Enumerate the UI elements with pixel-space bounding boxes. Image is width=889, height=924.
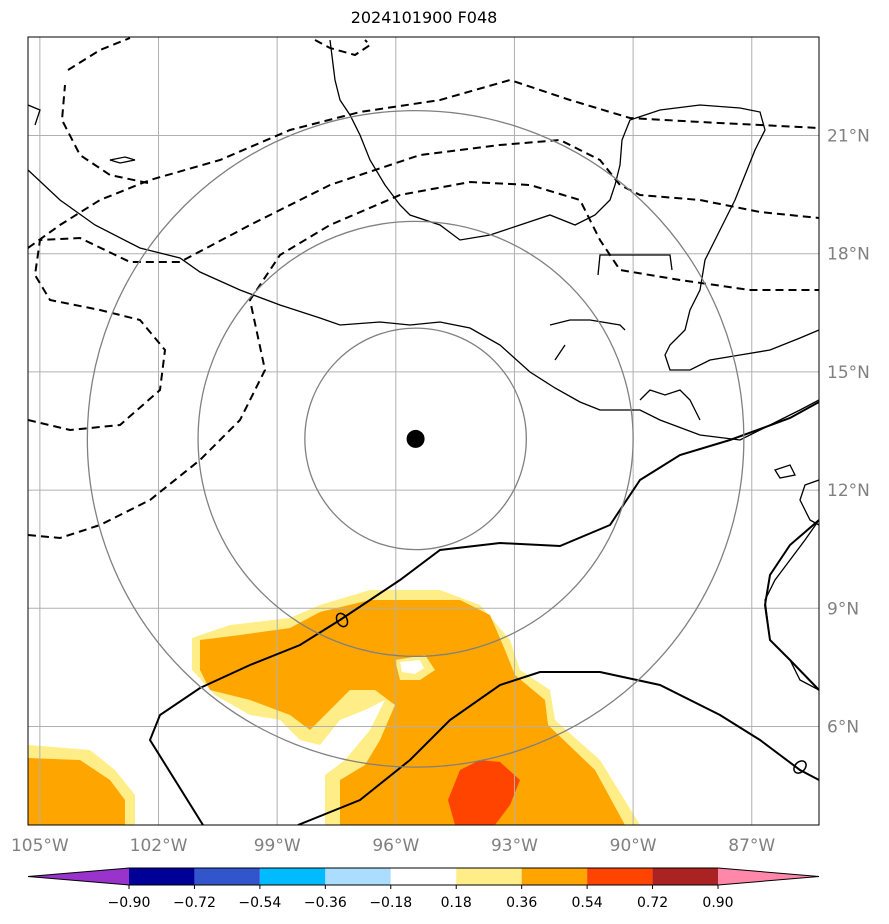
latitude-labels: 21°N 18°N 15°N 12°N 9°N 6°N (827, 127, 870, 738)
colorbar-bin (129, 868, 195, 885)
colorbar-extend-min (28, 868, 129, 885)
colorbar-extend-max (718, 868, 819, 885)
colorbar-bin (456, 868, 522, 885)
latitude-label: 15°N (827, 363, 870, 383)
range-rings (86, 109, 745, 768)
colorbar-bin (194, 868, 260, 885)
colorbar-tick-label: 0.54 (572, 895, 603, 911)
colorbar-bin (259, 868, 326, 885)
colorbar-bin (587, 868, 653, 885)
colorbar-tick-label: 0.18 (441, 895, 472, 911)
colorbar-tick-label: 0.36 (506, 895, 537, 911)
range-ring (86, 109, 745, 768)
longitude-label: 87°W (728, 836, 775, 856)
shaded-field-0.36 (28, 600, 625, 825)
negative-contours (28, 37, 819, 540)
colorbar-tick-label: 0.72 (637, 895, 668, 911)
longitude-labels: 105°W 102°W 99°W 96°W 93°W 90°W 87°W (11, 836, 775, 856)
contour-closure-2 (793, 760, 807, 774)
colorbar-bin (521, 868, 588, 885)
colorbar-tick-label: 0.90 (702, 895, 733, 911)
colorbar-tick-label: −0.72 (173, 895, 216, 911)
shaded-field-0.54 (448, 760, 520, 825)
longitude-label: 96°W (372, 836, 419, 856)
longitude-label: 102°W (130, 836, 188, 856)
range-ring (304, 327, 527, 551)
longitude-label: 105°W (11, 836, 69, 856)
storm-center-marker (406, 429, 425, 448)
map-frame (27, 36, 820, 826)
latitude-label: 9°N (827, 599, 859, 619)
shaded-hole-inner (400, 660, 424, 674)
colorbar: −0.90 −0.72 −0.54 −0.36 −0.18 0.18 0.36 0.54 0.7… (27, 867, 820, 911)
latitude-label: 12°N (827, 481, 870, 501)
colorbar-tick-label: −0.18 (369, 895, 412, 911)
latitude-label: 18°N (827, 245, 870, 265)
colorbar-tick-label: −0.36 (304, 895, 347, 911)
contour-closure (335, 612, 349, 628)
colorbar-bin (325, 868, 391, 885)
colorbar-bin (390, 868, 457, 885)
range-ring (197, 220, 634, 658)
longitude-label: 99°W (254, 836, 301, 856)
longitude-label: 93°W (491, 836, 538, 856)
latitude-label: 6°N (827, 718, 859, 738)
colorbar-bin (652, 868, 718, 885)
latitude-label: 21°N (827, 127, 870, 147)
longitude-label: 90°W (610, 836, 657, 856)
colorbar-tick-label: −0.54 (238, 895, 281, 911)
map-title: 2024101900 F048 (350, 8, 498, 27)
colorbar-tick-label: −0.90 (108, 895, 151, 911)
